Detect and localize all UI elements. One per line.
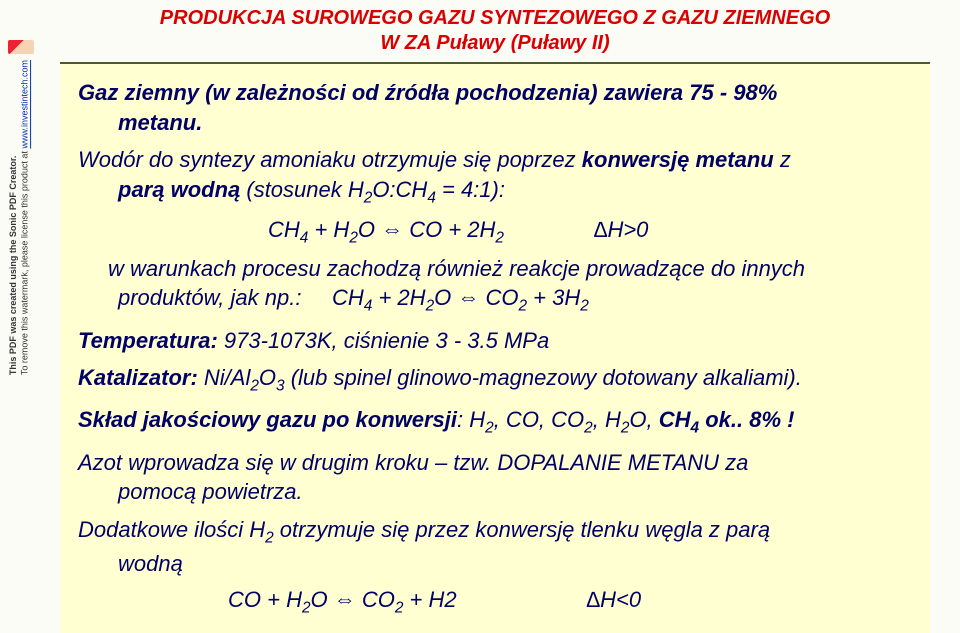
para-katalizator: Katalizator: Ni/Al2O3 (lub spinel glinow… — [78, 363, 912, 397]
page-content: PRODUKCJA SUROWEGO GAZU SYNTEZOWEGO Z GA… — [0, 0, 960, 633]
para-gaz-ziemny: Gaz ziemny (w zależności od źródła pocho… — [78, 78, 912, 137]
page-title-line2: W ZA Puławy (Puławy II) — [60, 31, 930, 56]
para-azot: Azot wprowadza się w drugim kroku – tzw.… — [78, 448, 912, 507]
page-title-line1: PRODUKCJA SUROWEGO GAZU SYNTEZOWEGO Z GA… — [60, 6, 930, 31]
watermark-sidebar: This PDF was created using the Sonic PDF… — [8, 60, 31, 375]
para-dodatkowe: Dodatkowe ilości H2 otrzymuje się przez … — [78, 515, 912, 579]
watermark-link[interactable]: www.investintech.com — [20, 60, 30, 149]
para-wodor: Wodór do syntezy amoniaku otrzymuje się … — [78, 145, 912, 209]
equation-3: CO + H2O ⇔ CO2 + H2 ∆H<0 — [78, 587, 912, 617]
para-sklad: Skład jakościowy gazu po konwersji: H2, … — [78, 405, 912, 439]
watermark-line2: To remove this watermark, please license… — [20, 60, 30, 375]
content-box: Gaz ziemny (w zależności od źródła pocho… — [60, 62, 930, 633]
para-temperatura: Temperatura: 973-1073K, ciśnienie 3 - 3.… — [78, 326, 912, 356]
equation-1: CH4 + H2O ⇔ CO + 2H2 ∆H>0 — [78, 217, 912, 247]
para-warunki: w warunkach procesu zachodzą również rea… — [78, 254, 912, 318]
watermark-line1: This PDF was created using the Sonic PDF… — [8, 156, 18, 376]
pdf-logo — [8, 40, 34, 54]
